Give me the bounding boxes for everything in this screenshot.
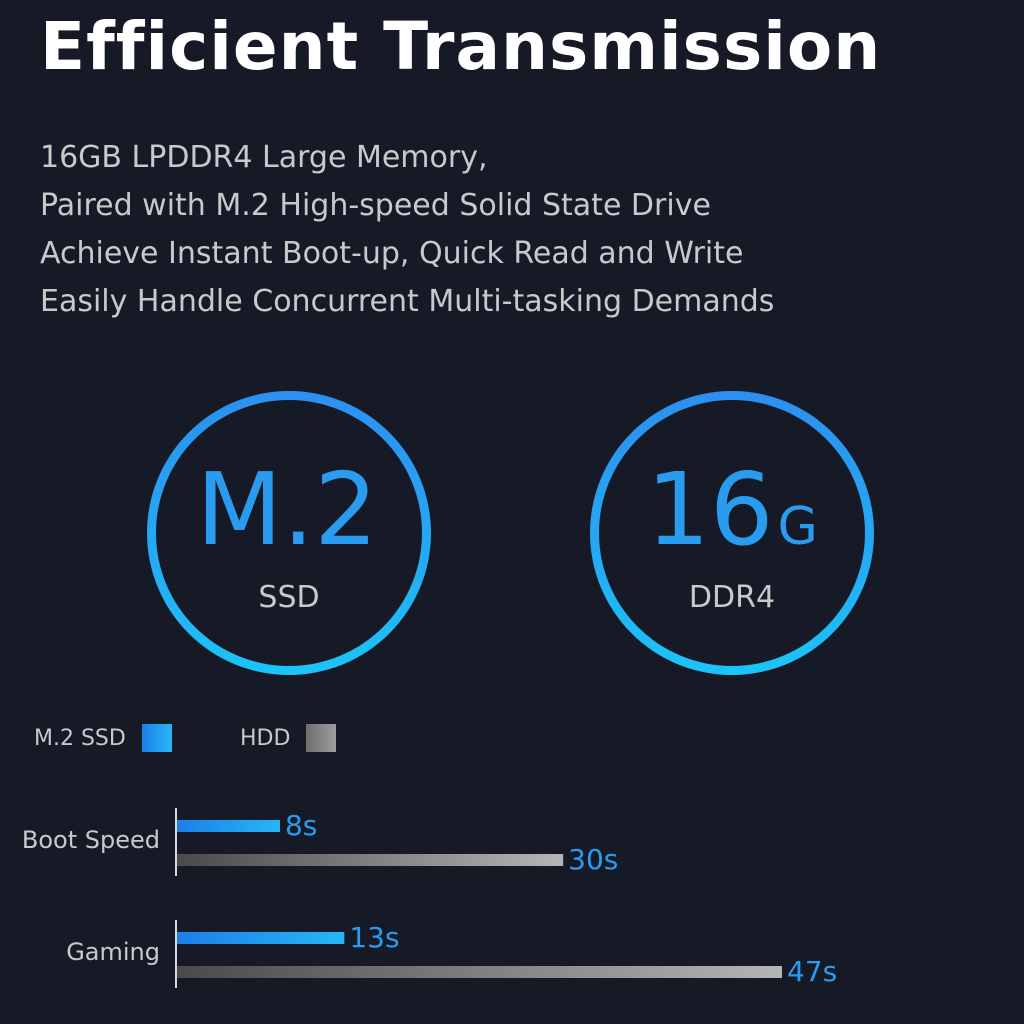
category-label: Boot Speed [22,826,160,854]
bar-value-label: 47s [787,955,837,988]
spec-main-text: 16 [646,451,774,568]
spec-unit: G [777,497,818,557]
chart-layer: Boot Speed 8s 30s Gaming 13s 47s [22,808,837,988]
legend-item-hdd: HDD [240,720,337,756]
category-label: Gaming [66,938,160,966]
bar-value-label: 8s [285,809,317,842]
memory-spec-circle: 16G DDR4 [590,391,874,675]
page-title: Efficient Transmission [40,8,882,85]
description-line: 16GB LPDDR4 Large Memory, [40,140,488,175]
description: 16GB LPDDR4 Large Memory, Paired with M.… [40,134,1000,326]
legend-label: HDD [240,725,291,751]
hdd-bar [177,966,782,978]
bar-value-label: 13s [349,921,399,954]
hdd-bar [177,854,564,866]
legend-swatch-hdd [306,724,337,752]
legend-label: M.2 SSD [34,725,126,751]
ssd-bar [177,932,345,944]
ssd-spec-circle: M.2 SSD [147,391,431,675]
ssd-bar [177,820,280,832]
speed-bar-chart: Boot Speed 8s 30s Gaming 13s 47s [22,808,837,988]
description-line: Paired with M.2 High-speed Solid State D… [40,188,711,223]
legend-swatch-ssd [141,724,172,752]
description-line: Achieve Instant Boot-up, Quick Read and … [40,236,744,271]
spec-main-value: 16G [599,455,865,582]
bar-value-label: 30s [568,843,618,876]
spec-main-value: M.2 [156,455,422,582]
description-line: Easily Handle Concurrent Multi-tasking D… [40,284,775,319]
legend-item-ssd: M.2 SSD [34,720,172,756]
spec-sub-label: SSD [258,580,320,615]
spec-main-text: M.2 [196,451,378,568]
spec-sub-label: DDR4 [688,580,776,615]
